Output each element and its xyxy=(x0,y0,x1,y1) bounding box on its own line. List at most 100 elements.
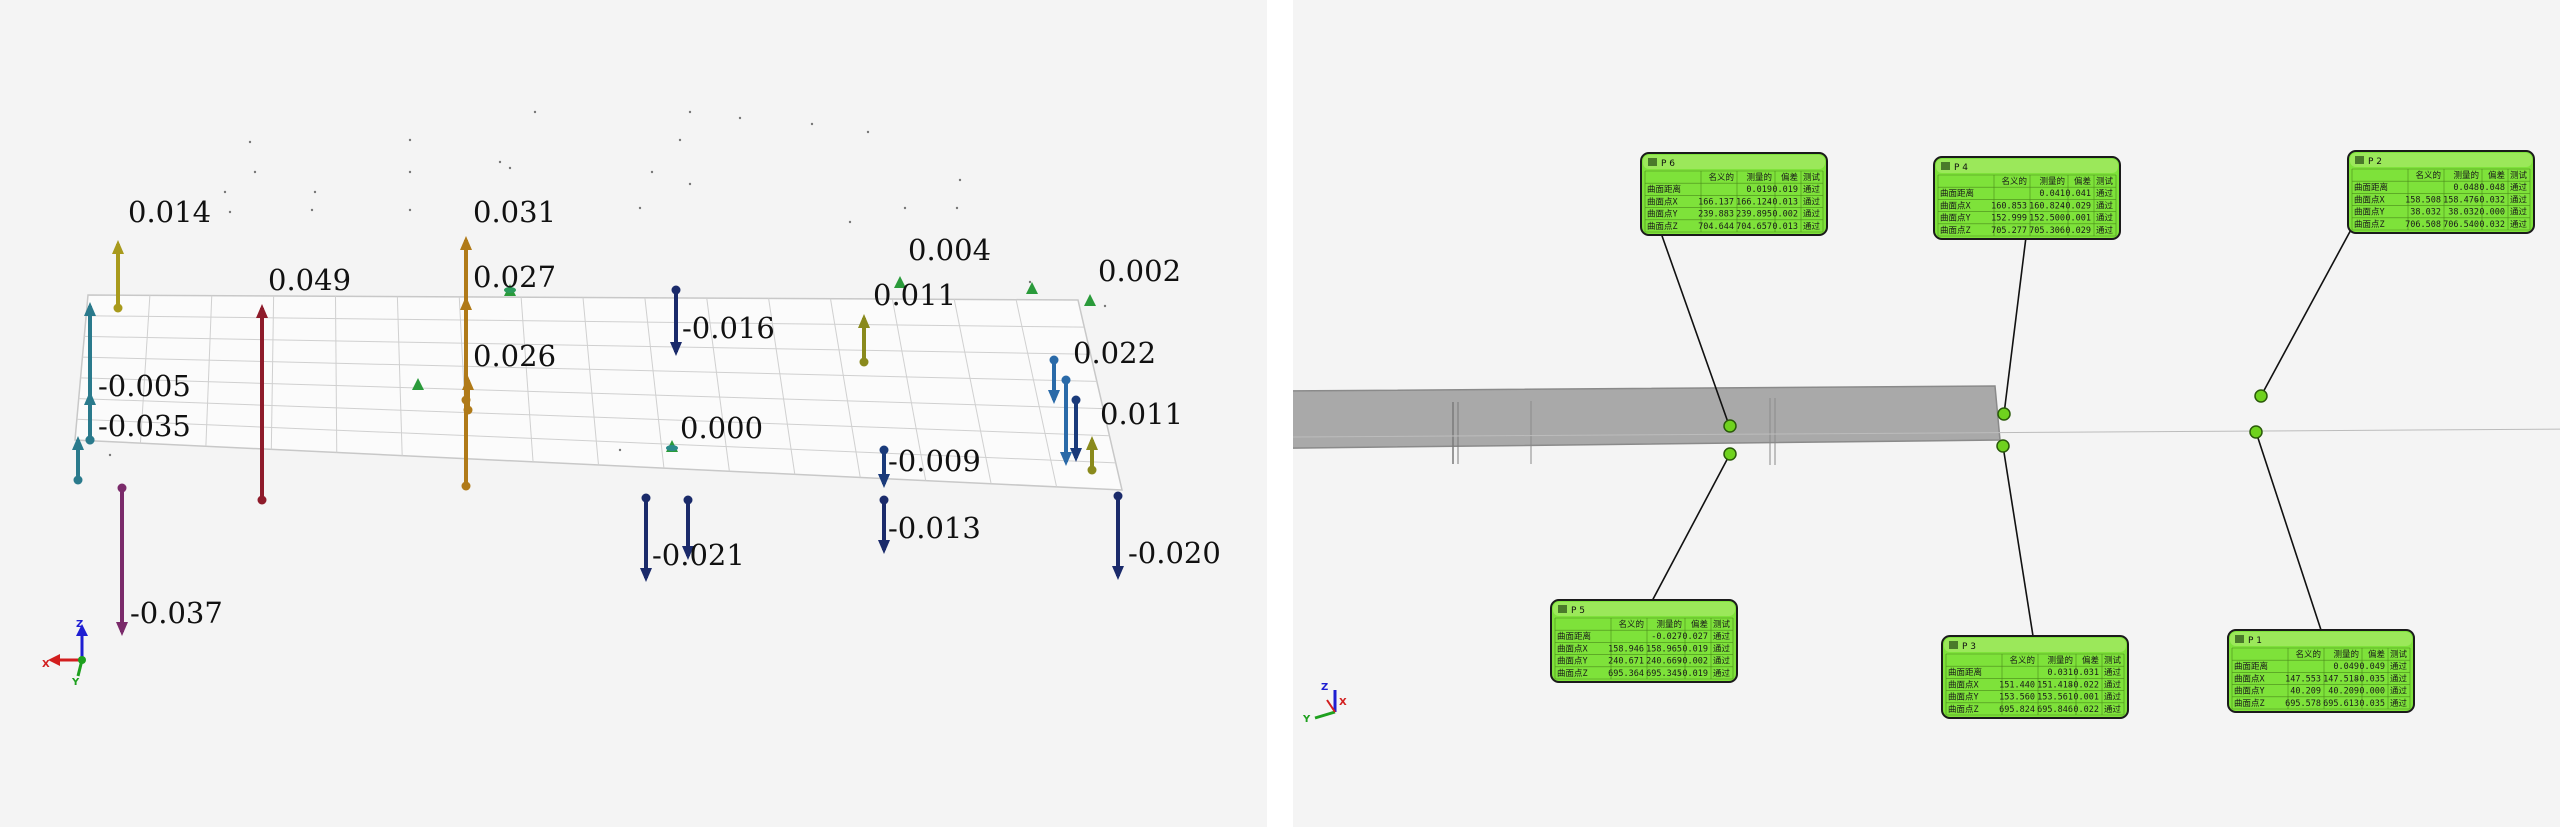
callout-cell: 通过 xyxy=(2096,188,2114,199)
callout-cell: 通过 xyxy=(2510,194,2528,205)
axis-triad-right: Z Y X xyxy=(1302,682,1347,725)
callout-cell: 通过 xyxy=(2104,679,2122,690)
deviation-vector-view[interactable]: 0.014 0.049 0.031 0.027 0.026 -0.005 -0.… xyxy=(0,0,1267,827)
deviation-label-d5: 0.026 xyxy=(473,339,556,373)
deviation-vector xyxy=(1070,395,1082,462)
axis-z-label-right: Z xyxy=(1321,682,1328,693)
callout-icon xyxy=(1941,162,1950,170)
callout-cell: 曲面点X xyxy=(1940,200,1972,211)
axis-x-label-right: X xyxy=(1339,697,1347,708)
callout-cell: 通过 xyxy=(1713,668,1731,679)
callout-cell: 0.041 xyxy=(2039,189,2065,199)
callout-cell: 153.561 xyxy=(2037,693,2073,703)
callout-cell: 160.824 xyxy=(2029,201,2065,211)
callout-cell: 0.032 xyxy=(2479,220,2505,230)
callout-cell: 704.657 xyxy=(1736,222,1772,232)
callout-cell: 曲面点Y xyxy=(1940,213,1971,224)
callout-cell: 151.440 xyxy=(1999,680,2035,690)
callout-cell: 40.209 xyxy=(2328,687,2359,697)
deviation-label-d10: 0.000 xyxy=(680,411,763,445)
callout-cell: 158.946 xyxy=(1608,644,1644,654)
callout-cell: 0.000 xyxy=(2479,208,2505,218)
noise-specks xyxy=(108,110,1107,457)
callout-cell: 160.853 xyxy=(1991,201,2027,211)
callout-cell: 通过 xyxy=(1713,631,1731,642)
callout-cell: 通过 xyxy=(2096,200,2114,211)
callout-cell: 147.553 xyxy=(2285,674,2321,684)
deviation-vector xyxy=(72,436,84,485)
callout-header: 测试 xyxy=(2390,649,2408,660)
deviation-vector xyxy=(112,240,124,313)
callout-cell: 通过 xyxy=(2096,213,2114,224)
callout-cell: 通过 xyxy=(1803,196,1821,207)
callout-cell: 38.032 xyxy=(2448,208,2479,218)
callout-cell: 166.137 xyxy=(1698,197,1734,207)
deviation-label-d16: 0.002 xyxy=(1098,254,1181,288)
callout-cell: 695.613 xyxy=(2323,699,2359,709)
right-3d-viewport[interactable]: P 6 名义的 测量的 偏差 测试 曲面距离 0.019 0.019 通过 曲面点X 166.137… xyxy=(1293,0,2560,827)
deviation-vector xyxy=(1112,491,1124,580)
deviation-vector xyxy=(84,391,96,445)
callout-title: P 5 xyxy=(1571,606,1585,616)
callout-cell: 158.508 xyxy=(2405,195,2441,205)
callout-cell: 曲面点Z xyxy=(2354,219,2385,230)
callout-cell: 曲面点X xyxy=(1647,196,1679,207)
callout-cell: 曲面点Z xyxy=(2234,698,2265,709)
callout-cell: 152.500 xyxy=(2029,214,2065,224)
left-3d-viewport[interactable]: 0.014 0.049 0.031 0.027 0.026 -0.005 -0.… xyxy=(0,0,1267,827)
callout-cell: 705.277 xyxy=(1991,226,2027,236)
deviation-vector xyxy=(858,314,870,367)
callout-cell: 曲面距离 xyxy=(2234,661,2268,672)
callout-cell: 通过 xyxy=(2390,698,2408,709)
deviation-vectors xyxy=(72,236,1124,636)
deviation-label-d6: -0.005 xyxy=(98,369,191,403)
callout-cell: 通过 xyxy=(1803,209,1821,220)
callout-cell: 239.883 xyxy=(1698,210,1734,220)
callout-header: 偏差 xyxy=(2488,170,2505,181)
measurement-points xyxy=(1723,389,2268,461)
callout-cell: 0.019 xyxy=(1772,185,1798,195)
callout-header: 名义的 xyxy=(2001,176,2027,187)
deviation-label-d17: 0.022 xyxy=(1073,336,1156,370)
callout-cell: 曲面距离 xyxy=(1940,188,1974,199)
callout-header: 测量的 xyxy=(1746,172,1772,183)
axis-y-label-right: Y xyxy=(1302,714,1311,725)
callout-title: P 6 xyxy=(1661,159,1675,169)
deviation-vector xyxy=(878,495,890,554)
deviation-label-d12: 0.004 xyxy=(908,233,991,267)
deviation-vector xyxy=(1060,375,1072,466)
callout-cell: 通过 xyxy=(2390,661,2408,672)
callout-cell: 0.048 xyxy=(2453,183,2479,193)
callout-icon xyxy=(1949,641,1958,649)
callout-header: 测量的 xyxy=(2039,176,2065,187)
callout-cell: 通过 xyxy=(2104,704,2122,715)
callout-cell: 151.418 xyxy=(2037,680,2073,690)
callout-header: 偏差 xyxy=(2074,176,2091,187)
callout-cell: 0.031 xyxy=(2047,668,2073,678)
deviation-label-d13: 0.011 xyxy=(873,278,956,312)
callout-header: 测量的 xyxy=(2047,655,2073,666)
callout-cell: 曲面点Z xyxy=(1940,225,1971,236)
callout-header: 名义的 xyxy=(2009,655,2035,666)
deviation-vector xyxy=(670,285,682,356)
callout-cell: -0.019 xyxy=(1677,669,1708,679)
deviation-vector xyxy=(116,483,128,636)
callout-cell: 695.824 xyxy=(1999,705,2035,715)
callout-cell: 曲面点Z xyxy=(1557,668,1588,679)
callout-cell: 695.345 xyxy=(1646,669,1682,679)
deviation-vector xyxy=(462,376,474,415)
callout-cell: 40.209 xyxy=(2290,687,2321,697)
callout-header: 偏差 xyxy=(2368,649,2385,660)
callout-cell: 147.518 xyxy=(2323,674,2359,684)
callout-cell: 152.999 xyxy=(1991,214,2027,224)
part-profile xyxy=(1293,385,2560,465)
callout-header: 名义的 xyxy=(2295,649,2321,660)
callout-cell: 705.306 xyxy=(2029,226,2065,236)
